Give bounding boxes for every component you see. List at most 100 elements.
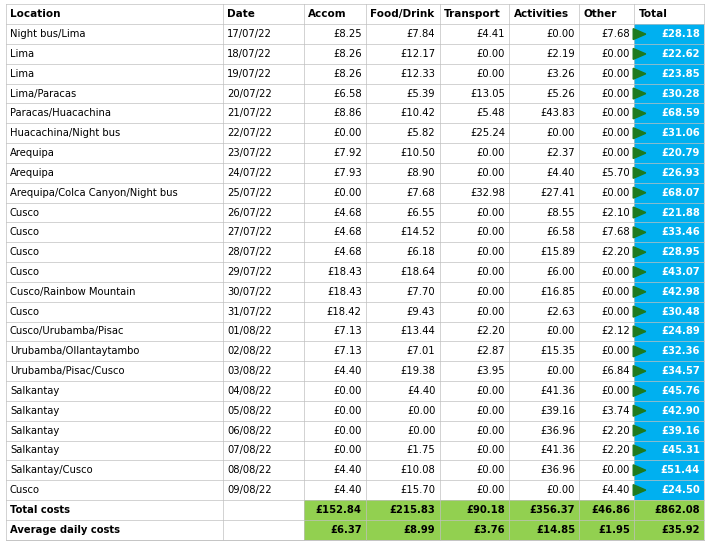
Bar — [635, 163, 704, 183]
Text: £0.00: £0.00 — [477, 227, 506, 237]
Text: £0.00: £0.00 — [407, 425, 435, 436]
Bar — [579, 143, 635, 163]
Bar — [439, 480, 510, 500]
Text: £0.00: £0.00 — [547, 29, 575, 39]
Bar — [303, 480, 366, 500]
Bar — [635, 361, 704, 381]
Bar — [635, 103, 704, 123]
Bar — [223, 262, 303, 282]
Text: £7.93: £7.93 — [333, 168, 362, 178]
Bar — [223, 361, 303, 381]
Bar — [439, 183, 510, 202]
Bar — [635, 242, 704, 262]
Text: 26/07/22: 26/07/22 — [227, 207, 272, 218]
Text: £68.07: £68.07 — [662, 188, 700, 197]
Bar — [510, 64, 579, 84]
Bar — [439, 421, 510, 441]
Text: £45.76: £45.76 — [661, 386, 700, 396]
Text: £9.43: £9.43 — [407, 307, 435, 317]
Text: £31.06: £31.06 — [661, 128, 700, 138]
Bar — [366, 520, 439, 540]
Bar — [303, 44, 366, 64]
Text: £4.40: £4.40 — [547, 168, 575, 178]
Bar — [635, 460, 704, 480]
Bar — [303, 421, 366, 441]
Bar — [510, 183, 579, 202]
Polygon shape — [633, 445, 646, 456]
Text: 21/07/22: 21/07/22 — [227, 108, 272, 119]
Text: £34.57: £34.57 — [661, 366, 700, 376]
Text: £356.37: £356.37 — [530, 505, 575, 515]
Bar — [439, 4, 510, 24]
Text: £7.70: £7.70 — [407, 287, 435, 297]
Text: 05/08/22: 05/08/22 — [227, 406, 271, 416]
Bar — [366, 401, 439, 421]
Bar — [303, 64, 366, 84]
Bar — [579, 222, 635, 242]
Text: £0.00: £0.00 — [602, 108, 630, 119]
Text: £2.19: £2.19 — [546, 49, 575, 59]
Text: £12.33: £12.33 — [400, 69, 435, 79]
Text: Average daily costs: Average daily costs — [10, 525, 120, 535]
Bar — [510, 262, 579, 282]
Bar — [303, 242, 366, 262]
Text: £10.42: £10.42 — [400, 108, 435, 119]
Bar — [303, 103, 366, 123]
Text: £0.00: £0.00 — [602, 188, 630, 197]
Text: £862.08: £862.08 — [655, 505, 700, 515]
Text: £0.00: £0.00 — [547, 128, 575, 138]
Text: £16.85: £16.85 — [540, 287, 575, 297]
Text: £3.74: £3.74 — [601, 406, 630, 416]
Text: Arequipa: Arequipa — [10, 148, 55, 158]
Text: £0.00: £0.00 — [547, 485, 575, 495]
Text: £0.00: £0.00 — [602, 128, 630, 138]
Bar — [439, 222, 510, 242]
Text: 31/07/22: 31/07/22 — [227, 307, 272, 317]
Text: 28/07/22: 28/07/22 — [227, 247, 272, 257]
Text: £0.00: £0.00 — [334, 188, 362, 197]
Text: £6.55: £6.55 — [407, 207, 435, 218]
Bar — [510, 44, 579, 64]
Bar — [579, 202, 635, 222]
Bar — [635, 480, 704, 500]
Text: Activities: Activities — [514, 9, 569, 19]
Text: Other: Other — [584, 9, 617, 19]
Bar — [303, 520, 366, 540]
Text: £0.00: £0.00 — [334, 128, 362, 138]
Bar — [439, 381, 510, 401]
Polygon shape — [633, 247, 646, 258]
Text: 18/07/22: 18/07/22 — [227, 49, 272, 59]
Text: £6.37: £6.37 — [330, 525, 362, 535]
Text: 30/07/22: 30/07/22 — [227, 287, 271, 297]
Text: £24.50: £24.50 — [661, 485, 700, 495]
Text: 09/08/22: 09/08/22 — [227, 485, 271, 495]
Polygon shape — [633, 227, 646, 238]
Text: £152.84: £152.84 — [316, 505, 362, 515]
Text: 03/08/22: 03/08/22 — [227, 366, 271, 376]
Bar — [366, 222, 439, 242]
Text: Lima/Paracas: Lima/Paracas — [10, 89, 76, 98]
Text: £0.00: £0.00 — [334, 446, 362, 455]
Text: £24.89: £24.89 — [661, 326, 700, 337]
Text: £2.87: £2.87 — [476, 347, 506, 356]
Bar — [223, 480, 303, 500]
Text: £21.88: £21.88 — [661, 207, 700, 218]
Bar — [366, 163, 439, 183]
Text: £3.76: £3.76 — [474, 525, 506, 535]
Text: £0.00: £0.00 — [602, 287, 630, 297]
Bar — [510, 242, 579, 262]
Polygon shape — [633, 286, 646, 297]
Text: £30.48: £30.48 — [661, 307, 700, 317]
Text: 01/08/22: 01/08/22 — [227, 326, 271, 337]
Bar — [635, 302, 704, 322]
Text: £0.00: £0.00 — [602, 49, 630, 59]
Bar — [223, 441, 303, 460]
Text: £18.43: £18.43 — [327, 267, 362, 277]
Text: Cusco: Cusco — [10, 207, 40, 218]
Text: £30.28: £30.28 — [662, 89, 700, 98]
Polygon shape — [633, 425, 646, 436]
Bar — [635, 222, 704, 242]
Bar — [366, 480, 439, 500]
Text: Salkantay: Salkantay — [10, 425, 59, 436]
Text: £4.41: £4.41 — [476, 29, 506, 39]
